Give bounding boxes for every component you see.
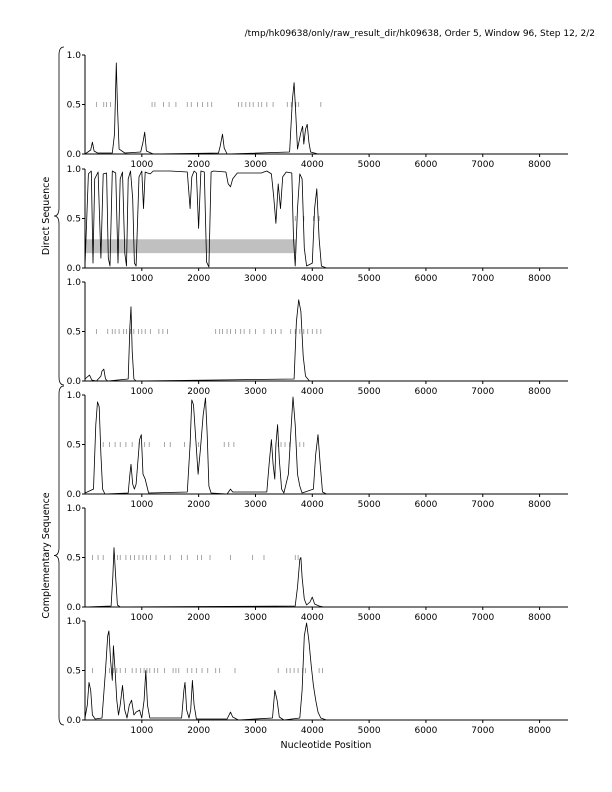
figure-header: /tmp/hk09638/only/raw_result_dir/hk09638… [245, 29, 595, 39]
y-tick-label: 1.0 [67, 278, 82, 288]
series-line-1 [84, 622, 568, 721]
y-tick-label: 0.5 [67, 667, 81, 677]
x-tick-label: 8000 [528, 274, 551, 284]
panel-stack: 0.0 0.5 1.0 1000 2000 3000 4000 5000 6000 7000 800… [67, 51, 568, 736]
x-tick-label: 2000 [187, 274, 210, 284]
y-tick-label: 0.0 [67, 490, 82, 500]
x-tick-label: 8000 [528, 387, 551, 397]
y-tick-label: 0.0 [67, 603, 82, 613]
y-tick-label: 1.0 [67, 165, 82, 175]
x-tick-label: 1000 [130, 387, 153, 397]
group-label: Complementary Sequence [41, 492, 52, 618]
panel-1: 0.0 0.5 1.0 1000 2000 3000 4000 5000 6000 7000 800… [67, 51, 568, 170]
x-tick-label: 2000 [187, 500, 210, 510]
group-brackets: Direct Sequence Complementary Sequence [41, 46, 65, 726]
series-line-1 [84, 396, 568, 495]
x-tick-label: 3000 [244, 160, 267, 170]
x-tick-label: 4000 [301, 160, 324, 170]
y-tick-label: 0.0 [67, 150, 82, 160]
y-tick-label: 1.0 [67, 617, 82, 627]
x-tick-label: 5000 [358, 160, 381, 170]
x-tick-label: 3000 [244, 387, 267, 397]
series-line-1 [84, 299, 568, 382]
x-tick-label: 3000 [244, 274, 267, 284]
x-tick-label: 5000 [358, 726, 381, 736]
group-label: Direct Sequence [41, 177, 52, 255]
x-tick-label: 2000 [187, 726, 210, 736]
series-line-1 [84, 547, 568, 608]
x-tick-label: 1000 [130, 274, 153, 284]
group-2: Complementary Sequence [41, 385, 65, 726]
x-tick-label: 8000 [528, 160, 551, 170]
x-tick-label: 8000 [528, 500, 551, 510]
y-tick-label: 1.0 [67, 504, 82, 514]
x-tick-label: 4000 [301, 500, 324, 510]
y-tick-label: 0.0 [67, 716, 82, 726]
x-tick-label: 5000 [358, 613, 381, 623]
y-tick-label: 0.5 [67, 441, 81, 451]
x-tick-label: 3000 [244, 726, 267, 736]
y-tick-label: 0.0 [67, 377, 82, 387]
x-tick-label: 6000 [414, 274, 437, 284]
group-1: Direct Sequence [41, 46, 65, 386]
x-tick-label: 1000 [130, 726, 153, 736]
x-tick-label: 1000 [130, 613, 153, 623]
series-line-1 [84, 170, 568, 269]
group-bracket [53, 385, 65, 726]
y-tick-label: 1.0 [67, 51, 82, 61]
x-tick-label: 7000 [471, 500, 494, 510]
x-tick-label: 5000 [358, 274, 381, 284]
x-tick-label: 7000 [471, 726, 494, 736]
x-tick-label: 6000 [414, 387, 437, 397]
x-tick-label: 5000 [358, 387, 381, 397]
x-tick-label: 2000 [187, 387, 210, 397]
x-axis-title: Nucleotide Position [281, 740, 372, 751]
y-tick-label: 1.0 [67, 391, 82, 401]
y-tick-label: 0.5 [67, 215, 81, 225]
x-tick-label: 7000 [471, 387, 494, 397]
x-tick-label: 6000 [414, 613, 437, 623]
x-tick-label: 5000 [358, 500, 381, 510]
panel-4: 0.0 0.5 1.0 1000 2000 3000 4000 5000 6000 7000 800… [67, 391, 568, 510]
x-tick-label: 6000 [414, 160, 437, 170]
panel-3: 0.0 0.5 1.0 1000 2000 3000 4000 5000 6000 7000 800… [67, 278, 568, 397]
x-tick-label: 6000 [414, 726, 437, 736]
x-tick-label: 8000 [528, 726, 551, 736]
x-tick-label: 2000 [187, 160, 210, 170]
x-tick-label: 4000 [301, 726, 324, 736]
x-tick-label: 7000 [471, 274, 494, 284]
x-tick-label: 3000 [244, 500, 267, 510]
x-tick-label: 3000 [244, 613, 267, 623]
x-tick-label: 4000 [301, 274, 324, 284]
x-tick-label: 2000 [187, 613, 210, 623]
x-tick-label: 6000 [414, 500, 437, 510]
x-tick-label: 7000 [471, 613, 494, 623]
y-tick-label: 0.0 [67, 264, 82, 274]
x-tick-label: 4000 [301, 613, 324, 623]
x-tick-label: 8000 [528, 613, 551, 623]
panel-5: 0.0 0.5 1.0 1000 2000 3000 4000 5000 6000 7000 800… [67, 504, 568, 623]
group-bracket [53, 46, 65, 386]
x-tick-label: 7000 [471, 160, 494, 170]
series-line-1 [84, 62, 568, 155]
panel-2: 0.0 0.5 1.0 1000 2000 3000 4000 5000 6000 7000 800… [67, 165, 568, 284]
highlight-band [85, 239, 297, 254]
y-tick-label: 0.5 [67, 328, 81, 338]
x-tick-label: 4000 [301, 387, 324, 397]
x-tick-label: 1000 [130, 160, 153, 170]
x-tick-label: 1000 [130, 500, 153, 510]
y-tick-label: 0.5 [67, 101, 81, 111]
y-tick-label: 0.5 [67, 554, 81, 564]
panel-6: 0.0 0.5 1.0 1000 2000 3000 4000 5000 6000 7000 800… [67, 617, 568, 736]
